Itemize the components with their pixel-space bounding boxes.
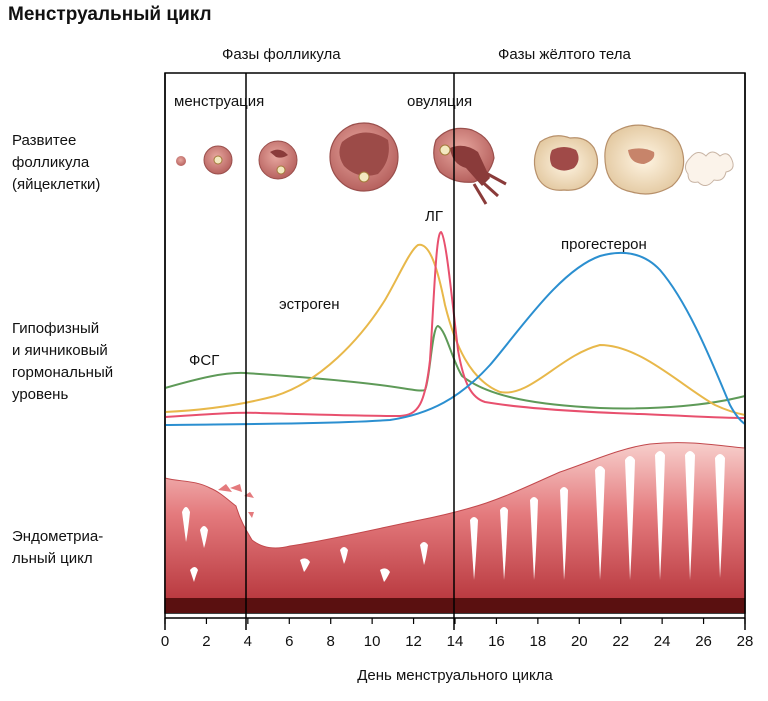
fsh-label: ФСГ [189, 352, 220, 369]
x-tick-label: 6 [285, 633, 294, 650]
ovulation-label: овуляция [407, 93, 473, 110]
lh-label: ЛГ [425, 208, 443, 225]
endometrium-row-label: Эндометриа- льный цикл [12, 528, 104, 567]
x-tick-label: 0 [160, 633, 170, 650]
progesterone-curve [164, 251, 746, 426]
endometrium-base [165, 598, 745, 613]
shedding-fragment [218, 484, 254, 518]
x-tick-label: 4 [243, 633, 253, 650]
x-tick-label: 12 [405, 633, 422, 650]
x-tick-label: 26 [695, 633, 712, 650]
estrogen-label: эстроген [279, 296, 340, 313]
estrogen-curve [164, 243, 746, 416]
luteal-phase-label: Фазы жёлтого тела [498, 46, 631, 63]
page-title: Менструальный цикл [8, 4, 212, 25]
fsh-curve [164, 324, 746, 410]
x-tick-label: 14 [446, 633, 464, 650]
follicle-stage-icon [258, 140, 298, 180]
follicular-phase-label: Фазы фолликула [222, 46, 341, 63]
ovulating-follicle-icon [433, 127, 507, 205]
follicle-row-label: Развитее фолликула (яйцеклетки) [12, 132, 101, 193]
endometrium-row [164, 442, 746, 613]
x-axis-label: День менструального цикла [357, 667, 553, 684]
x-axis-ticks [164, 618, 746, 624]
x-tick-label: 24 [653, 633, 671, 650]
follicle-stage-icon [203, 145, 233, 175]
follicle-stage-icon [176, 156, 186, 166]
endometrial-glands [182, 451, 725, 582]
lh-curve [164, 230, 746, 419]
x-tick-label: 16 [488, 633, 505, 650]
x-tick-label: 2 [202, 633, 211, 650]
x-tick-label: 18 [529, 633, 547, 650]
x-tick-label: 10 [363, 633, 381, 650]
x-tick-label: 22 [612, 633, 630, 650]
hormone-row-label: Гипофизный и яичниковый гормональный уро… [12, 320, 114, 403]
x-tick-label: 8 [326, 633, 335, 650]
corpus-albicans-icon [684, 151, 734, 186]
x-tick-label: 28 [736, 633, 754, 650]
corpus-luteum-icon [533, 135, 599, 191]
follicle-stage-icon [329, 122, 399, 192]
progesterone-label: прогестерон [561, 236, 647, 253]
corpus-luteum-icon [604, 124, 685, 195]
x-tick-label: 20 [570, 633, 588, 650]
follicle-row [176, 122, 734, 205]
menstruation-label: менструация [174, 93, 265, 110]
